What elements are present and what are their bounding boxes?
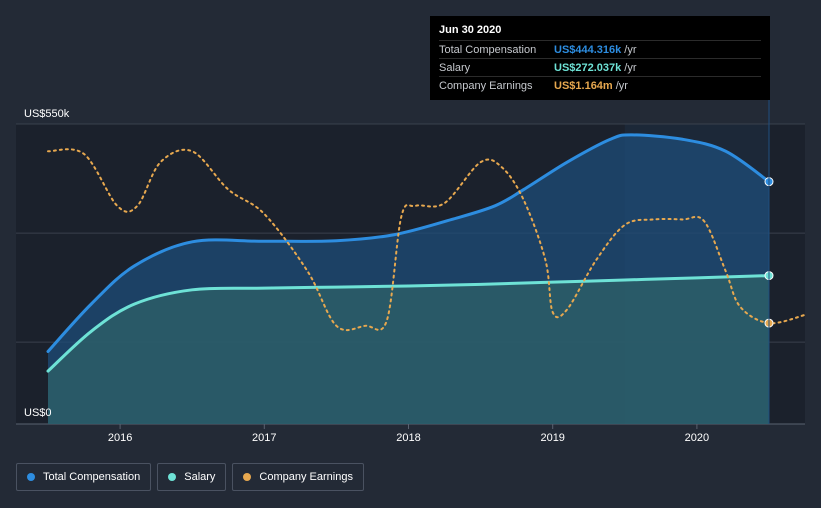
legend-label: Total Compensation [43, 471, 141, 483]
salary-line [46, 274, 771, 373]
tooltip-value: US$272.037k [554, 61, 622, 74]
x-tick-label: 2016 [108, 432, 132, 444]
legend-item-salary[interactable]: Salary [157, 463, 227, 491]
x-axis: 2016 2017 2018 2019 2020 [108, 424, 709, 444]
chart-tooltip: Jun 30 2020 Total Compensation US$444.31… [430, 16, 770, 100]
legend-label: Company Earnings [259, 471, 353, 483]
legend-label: Salary [184, 471, 216, 483]
tooltip-row-total-compensation: Total Compensation US$444.316k /yr [439, 40, 761, 58]
tooltip-label: Company Earnings [439, 79, 533, 92]
tooltip-value: US$444.316k [554, 43, 622, 56]
legend-dot-icon [168, 473, 177, 481]
total-compensation-line [46, 133, 771, 353]
x-tick-label: 2018 [396, 432, 420, 444]
series-areas [48, 134, 769, 425]
x-tick-label: 2019 [540, 432, 564, 444]
y-axis-max-label: US$550k [24, 108, 70, 120]
x-tick-label: 2017 [252, 432, 276, 444]
tooltip-date: Jun 30 2020 [439, 24, 502, 36]
legend-dot-icon [243, 473, 252, 481]
series-lines [46, 133, 807, 373]
salary-area [48, 275, 769, 424]
tooltip-row-company-earnings: Company Earnings US$1.164m /yr [439, 76, 761, 94]
legend-item-total-compensation[interactable]: Total Compensation [16, 463, 152, 491]
tooltip-unit: /yr [615, 79, 628, 92]
legend-item-company-earnings[interactable]: Company Earnings [232, 463, 364, 491]
y-axis-min-label: US$0 [24, 407, 52, 419]
x-tick-label: 2020 [685, 432, 709, 444]
tooltip-value: US$1.164m [554, 79, 613, 92]
legend-dot-icon [27, 473, 35, 481]
tooltip-unit: /yr [624, 43, 637, 56]
tooltip-unit: /yr [624, 61, 637, 74]
chart-legend: Total Compensation Salary Company Earnin… [16, 463, 364, 491]
tooltip-row-salary: Salary US$272.037k /yr [439, 58, 761, 76]
tooltip-label: Salary [439, 61, 471, 74]
company-earnings-line [47, 148, 807, 332]
tooltip-label: Total Compensation [439, 43, 537, 56]
